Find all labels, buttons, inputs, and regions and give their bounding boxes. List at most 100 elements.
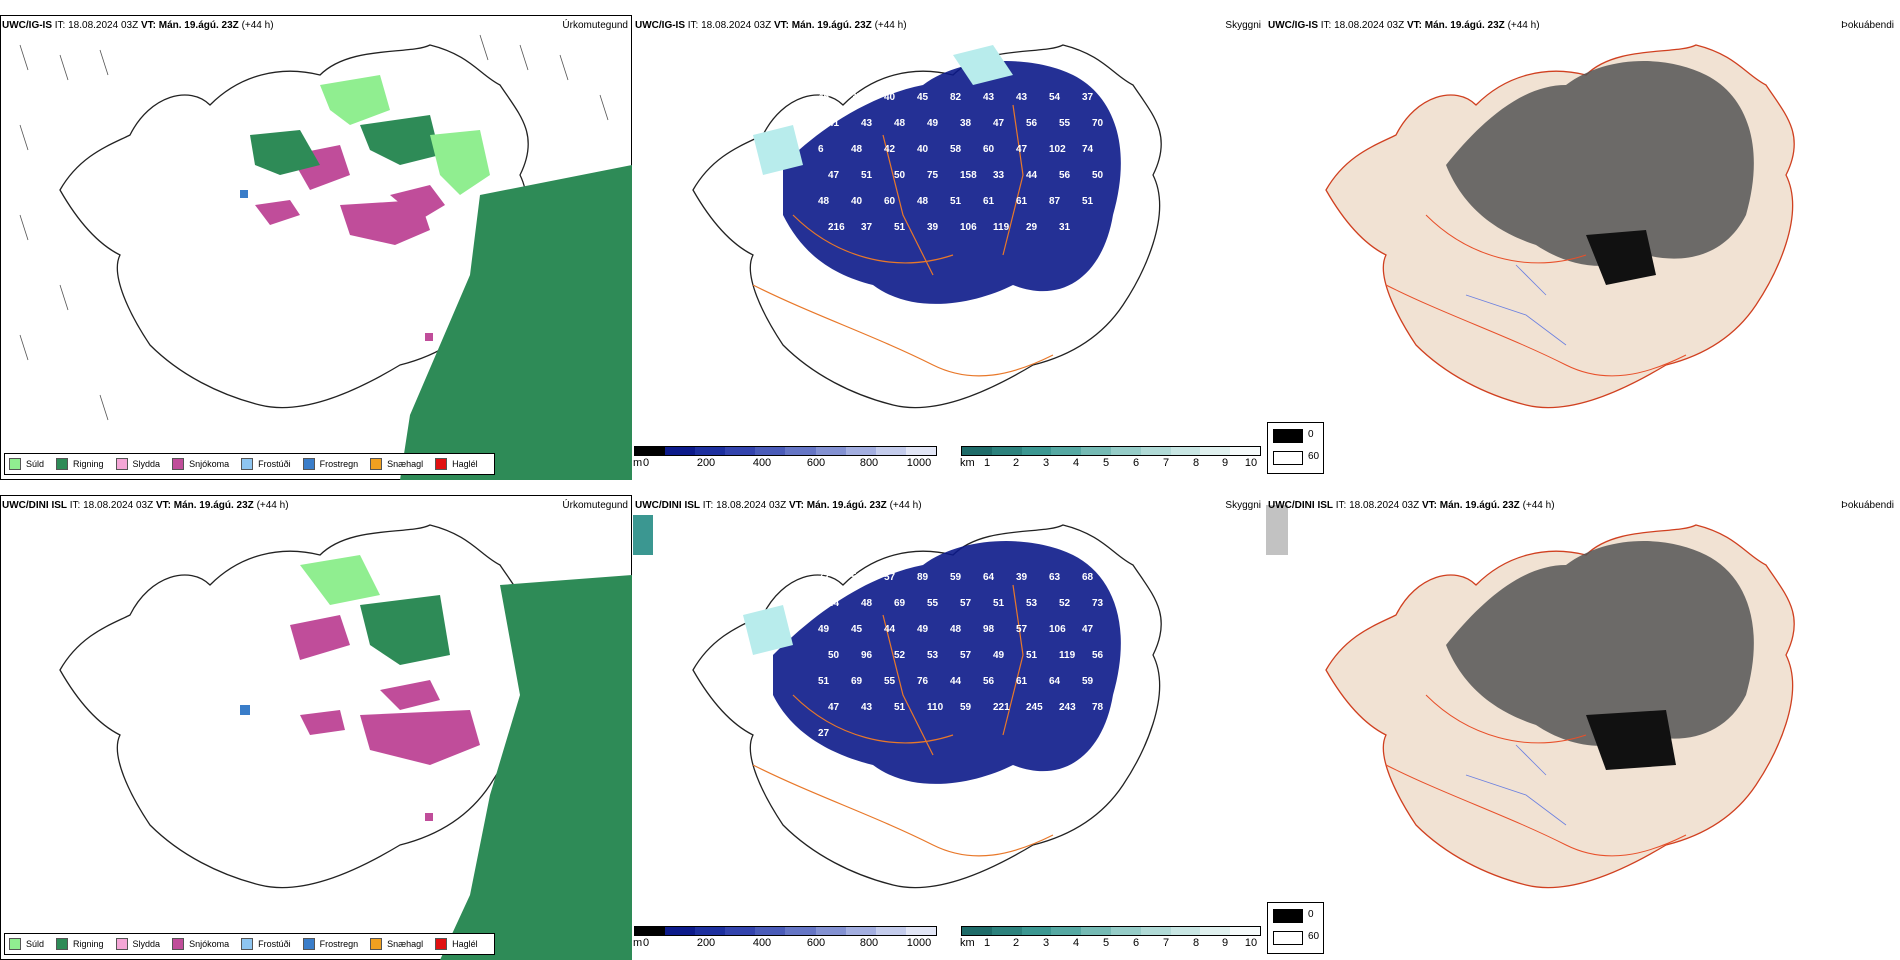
- visibility-value: 89: [917, 572, 929, 583]
- legend-label: Slydda: [132, 939, 161, 949]
- visibility-map: 72 52 57 89 59 64 39 63 68 44 48 69 55 57 51 53 52 73 49 45…: [633, 515, 1162, 889]
- visibility-value: 51: [1026, 650, 1038, 661]
- model-name: UWC/IG-IS: [635, 20, 685, 31]
- visibility-value: 56: [1059, 170, 1071, 181]
- panel-title: Skyggni: [1225, 500, 1261, 511]
- lead-time: (+44 h): [1522, 500, 1555, 511]
- height-unit: m: [633, 457, 643, 469]
- visibility-value: 221: [993, 702, 1010, 713]
- visibility-value: 45: [917, 92, 929, 103]
- visibility-value: 58: [950, 144, 962, 155]
- valid-time: Mán. 19.ágú. 23Z: [173, 500, 254, 511]
- visibility-value: 57: [884, 572, 896, 583]
- vis-tick: 6: [1132, 457, 1140, 469]
- visibility-value: 27: [818, 728, 830, 739]
- valid-time: Mán. 19.ágú. 23Z: [806, 500, 887, 511]
- legend-item-snaehagl: Snæhagl: [370, 458, 423, 470]
- vis-tick: 1: [983, 457, 991, 469]
- legend-label: Rigning: [73, 459, 104, 469]
- visibility-value: 51: [894, 702, 906, 713]
- visibility-value: 45: [818, 92, 830, 103]
- fog-key-low: 0: [1308, 909, 1314, 920]
- visibility-value: 61: [1016, 676, 1028, 687]
- visibility-value: 69: [851, 676, 863, 687]
- visibility-value: 37: [861, 222, 873, 233]
- precip-panel-dini: UWC/DINI ISL IT: 18.08.2024 03Z VT: Mán.…: [0, 495, 632, 960]
- vt-label: VT:: [155, 500, 171, 511]
- visibility-value: 57: [960, 598, 972, 609]
- legend-label: Snæhagl: [387, 459, 424, 469]
- visibility-value: 53: [1026, 598, 1038, 609]
- vis-tick: 2: [1012, 937, 1020, 949]
- visibility-value: 48: [894, 118, 906, 129]
- visibility-value: 78: [1092, 702, 1104, 713]
- legend-item-haglel: Haglél: [435, 938, 478, 950]
- visibility-value: 52: [894, 650, 906, 661]
- visibility-value: 74: [1082, 144, 1094, 155]
- precip-panel-igis: UWC/IG-IS IT: 18.08.2024 03Z VT: Mán. 19…: [0, 15, 632, 480]
- height-tick: 800: [859, 937, 879, 949]
- visibility-value: 110: [927, 702, 944, 713]
- height-tick: 600: [806, 457, 826, 469]
- legend-label: Snæhagl: [387, 939, 424, 949]
- visibility-value: 47: [828, 702, 840, 713]
- init-time: IT: 18.08.2024 03Z: [1335, 500, 1420, 511]
- vis-tick: 6: [1132, 937, 1140, 949]
- legend-item-frostudi: Frostúði: [241, 938, 291, 950]
- vt-label: VT:: [788, 500, 804, 511]
- visibility-value: 57: [960, 650, 972, 661]
- lead-time: (+44 h): [874, 20, 907, 31]
- visibility-value: 106: [1049, 624, 1066, 635]
- visibility-value: 51: [861, 170, 873, 181]
- vis-tick: 8: [1192, 937, 1200, 949]
- visibility-value: 47: [1016, 144, 1028, 155]
- visibility-value: 44: [884, 624, 896, 635]
- init-time: IT: 18.08.2024 03Z: [1320, 20, 1405, 31]
- vis-tick: 5: [1102, 457, 1110, 469]
- visibility-value: 76: [917, 676, 929, 687]
- visibility-map: 45 35 40 45 82 43 43 54 37 41 43 48 49 38 47 56 55 70 6 48 4…: [692, 44, 1162, 409]
- visibility-value: 102: [1049, 144, 1066, 155]
- visibility-value: 96: [861, 650, 873, 661]
- visibility-value: 51: [818, 676, 830, 687]
- visibility-value: 59: [960, 702, 972, 713]
- visibility-value: 33: [993, 170, 1005, 181]
- legend-label: Snjókoma: [189, 459, 230, 469]
- legend-label: Rigning: [73, 939, 104, 949]
- visibility-value: 216: [828, 222, 845, 233]
- legend-label: Súld: [26, 939, 45, 949]
- fog-key-high: 60: [1308, 451, 1320, 462]
- fog-key: 0 60: [1267, 902, 1324, 954]
- vt-label: VT:: [140, 20, 156, 31]
- valid-time: Mán. 19.ágú. 23Z: [1439, 500, 1520, 511]
- precip-legend: Súld Rigning Slydda Snjókoma Frostúði Fr…: [4, 453, 495, 475]
- init-time: IT: 18.08.2024 03Z: [687, 20, 772, 31]
- vis-unit: km: [960, 457, 975, 469]
- legend-item-sudd: Súld: [9, 938, 44, 950]
- vis-tick: 3: [1042, 457, 1050, 469]
- visibility-value: 73: [1092, 598, 1104, 609]
- visibility-value: 59: [950, 572, 962, 583]
- fog-map: [1266, 505, 1795, 889]
- lead-time: (+44 h): [889, 500, 922, 511]
- legend-item-rigning: Rigning: [56, 938, 104, 950]
- visibility-value: 69: [894, 598, 906, 609]
- visibility-value: 243: [1059, 702, 1076, 713]
- visibility-value: 52: [851, 572, 863, 583]
- visibility-value: 39: [927, 222, 939, 233]
- vis-tick: 2: [1012, 457, 1020, 469]
- vis-tick: 9: [1221, 937, 1229, 949]
- panel-header: UWC/IG-IS IT: 18.08.2024 03Z VT: Mán. 19…: [1268, 20, 1540, 31]
- visibility-value: 44: [828, 598, 840, 609]
- legend-label: Snjókoma: [189, 939, 230, 949]
- visibility-value: 51: [894, 222, 906, 233]
- visibility-value: 61: [1016, 196, 1028, 207]
- visibility-value: 40: [851, 196, 863, 207]
- visibility-value: 55: [1059, 118, 1071, 129]
- visibility-value: 38: [960, 118, 972, 129]
- visibility-panel-igis: 45 35 40 45 82 43 43 54 37 41 43 48 49 38 47 56 55 70 6 48 4…: [633, 15, 1265, 480]
- init-time: IT: 18.08.2024 03Z: [54, 20, 139, 31]
- visibility-panel-dini: 72 52 57 89 59 64 39 63 68 44 48 69 55 57 51 53 52 73 49 45…: [633, 495, 1265, 960]
- fog-map: [1325, 44, 1795, 409]
- visibility-value: 53: [927, 650, 939, 661]
